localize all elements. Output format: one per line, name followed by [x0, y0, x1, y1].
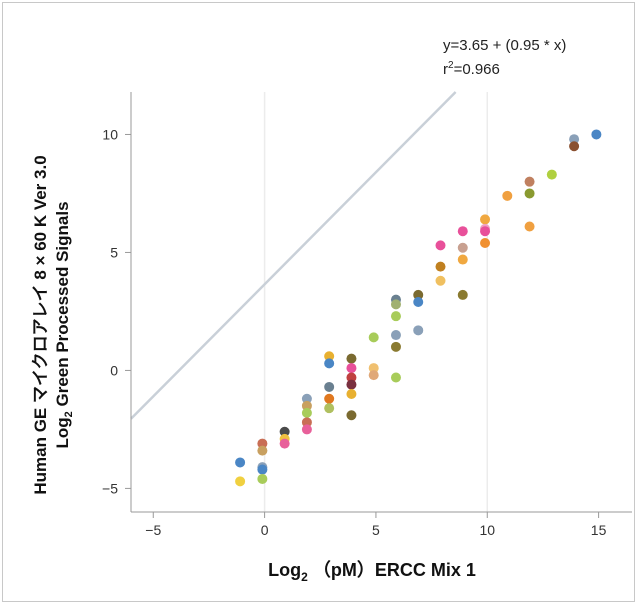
x-axis-label: Log2 （pM）ERCC Mix 1 [268, 560, 476, 584]
data-point-53 [546, 169, 557, 180]
y-axis-label-line1: Human GE マイクロアレイ 8 × 60 K Ver 3.0 [31, 155, 50, 494]
data-point-51 [524, 188, 535, 199]
data-point-30 [390, 299, 401, 310]
data-point-50 [524, 176, 535, 187]
x-tick-label: −5 [145, 522, 161, 538]
data-point-14 [301, 424, 312, 435]
data-point-7 [279, 426, 290, 437]
data-point-1 [235, 476, 246, 487]
data-point-32 [390, 330, 401, 341]
x-tick-label: 0 [261, 522, 269, 538]
data-point-25 [346, 410, 357, 421]
data-point-26 [368, 332, 379, 343]
data-point-9 [279, 438, 290, 449]
grid-layer [263, 92, 489, 512]
data-point-36 [413, 297, 424, 307]
data-point-42 [457, 242, 468, 253]
data-point-19 [324, 403, 335, 414]
data-point-11 [301, 400, 312, 411]
data-point-33 [390, 341, 401, 352]
data-point-21 [346, 363, 357, 374]
data-point-3 [257, 445, 268, 456]
data-point-45 [480, 214, 491, 225]
data-point-39 [435, 261, 446, 272]
y-tick-label: 10 [102, 126, 118, 142]
data-point-56 [591, 129, 602, 140]
data-point-27 [368, 363, 379, 374]
data-point-38 [435, 240, 446, 251]
data-point-20 [346, 353, 357, 364]
data-point-48 [480, 238, 491, 249]
data-point-55 [569, 141, 580, 152]
ticks-layer: −5 0 5 10 15 −5 0 5 10 [102, 126, 607, 538]
data-point-13 [301, 417, 312, 428]
data-point-54 [569, 134, 580, 145]
fit-equation: y=3.65 + (0.95 * x) [443, 37, 566, 54]
data-point-12 [301, 407, 312, 418]
data-point-15 [324, 351, 335, 362]
points-layer [235, 129, 602, 487]
y-tick-label: 0 [110, 362, 118, 378]
data-point-23 [346, 379, 357, 390]
data-point-44 [457, 289, 468, 300]
data-point-16 [324, 358, 335, 369]
x-tick-label: 10 [479, 522, 495, 538]
regression-line [130, 91, 457, 420]
data-point-5 [257, 464, 268, 475]
data-point-34 [390, 372, 401, 383]
data-point-35 [413, 289, 424, 300]
data-point-6 [257, 473, 268, 484]
data-point-17 [324, 381, 335, 392]
data-point-31 [390, 311, 401, 322]
data-point-2 [257, 438, 268, 449]
x-tick-label: 5 [372, 522, 380, 538]
y-axis-label-line2: Log2 Green Processed Signals [53, 201, 75, 448]
data-point-41 [457, 226, 468, 237]
data-point-18 [324, 393, 335, 404]
data-point-37 [413, 325, 424, 336]
x-tick-label: 15 [591, 522, 607, 538]
data-point-40 [435, 275, 446, 286]
data-point-22 [346, 372, 357, 383]
data-point-52 [524, 221, 535, 232]
data-point-43 [457, 254, 468, 265]
y-tick-label: 5 [110, 244, 118, 260]
data-point-49 [502, 190, 513, 201]
data-point-10 [301, 393, 312, 404]
r-squared: r2=0.966 [443, 60, 500, 78]
data-point-28 [368, 370, 379, 381]
y-tick-label: −5 [102, 480, 118, 496]
data-point-0 [235, 457, 246, 468]
data-point-47 [480, 226, 491, 237]
data-point-24 [346, 389, 357, 400]
